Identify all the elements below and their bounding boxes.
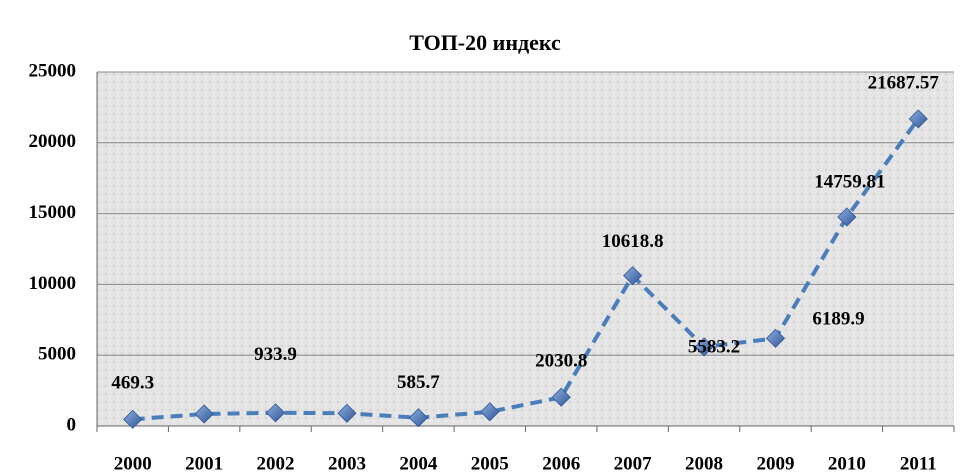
marker — [480, 402, 500, 422]
x-tick-label: 2008 — [685, 453, 723, 472]
data-label: 469.3 — [111, 373, 154, 394]
marker — [194, 404, 214, 424]
y-tick-label: 10000 — [29, 273, 77, 294]
y-tick-label: 25000 — [29, 60, 77, 81]
x-tick-label: 2004 — [399, 453, 438, 472]
x-tick-label: 2003 — [328, 453, 366, 472]
data-label: 585.7 — [397, 372, 440, 393]
plot-area — [97, 72, 954, 426]
x-tick-label: 2002 — [257, 453, 295, 472]
x-tick-label: 2011 — [900, 453, 937, 472]
x-tick-label: 2000 — [114, 453, 152, 472]
x-tick-label: 2009 — [756, 453, 794, 472]
x-tick-label: 2007 — [614, 453, 653, 472]
marker — [337, 403, 357, 423]
y-tick-label: 15000 — [29, 202, 77, 223]
data-label: 5583.2 — [688, 336, 740, 357]
y-tick-label: 20000 — [29, 131, 77, 152]
data-label: 10618.8 — [602, 231, 664, 252]
marker — [551, 387, 571, 407]
x-tick-label: 2006 — [542, 453, 580, 472]
marker — [694, 337, 714, 357]
line — [132, 117, 920, 422]
data-label: 933.9 — [254, 344, 297, 365]
marker — [765, 328, 786, 348]
y-tick-label: 5000 — [38, 344, 76, 365]
marker — [837, 207, 857, 227]
x-tick-label: 2001 — [185, 453, 223, 472]
marker — [123, 409, 143, 429]
marker — [908, 109, 928, 129]
data-label: 21687.57 — [868, 72, 940, 93]
marker — [265, 403, 286, 423]
marker — [623, 266, 643, 286]
x-tick-label: 2005 — [471, 453, 509, 472]
data-label: 2030.8 — [535, 351, 587, 372]
y-tick-label: 0 — [67, 414, 77, 435]
marker — [408, 408, 428, 428]
x-tick-label: 2010 — [828, 453, 866, 472]
chart-title: ТОП-20 индекс — [409, 30, 561, 55]
data-label: 6189.9 — [812, 309, 864, 330]
data-label: 14759.81 — [814, 171, 885, 192]
